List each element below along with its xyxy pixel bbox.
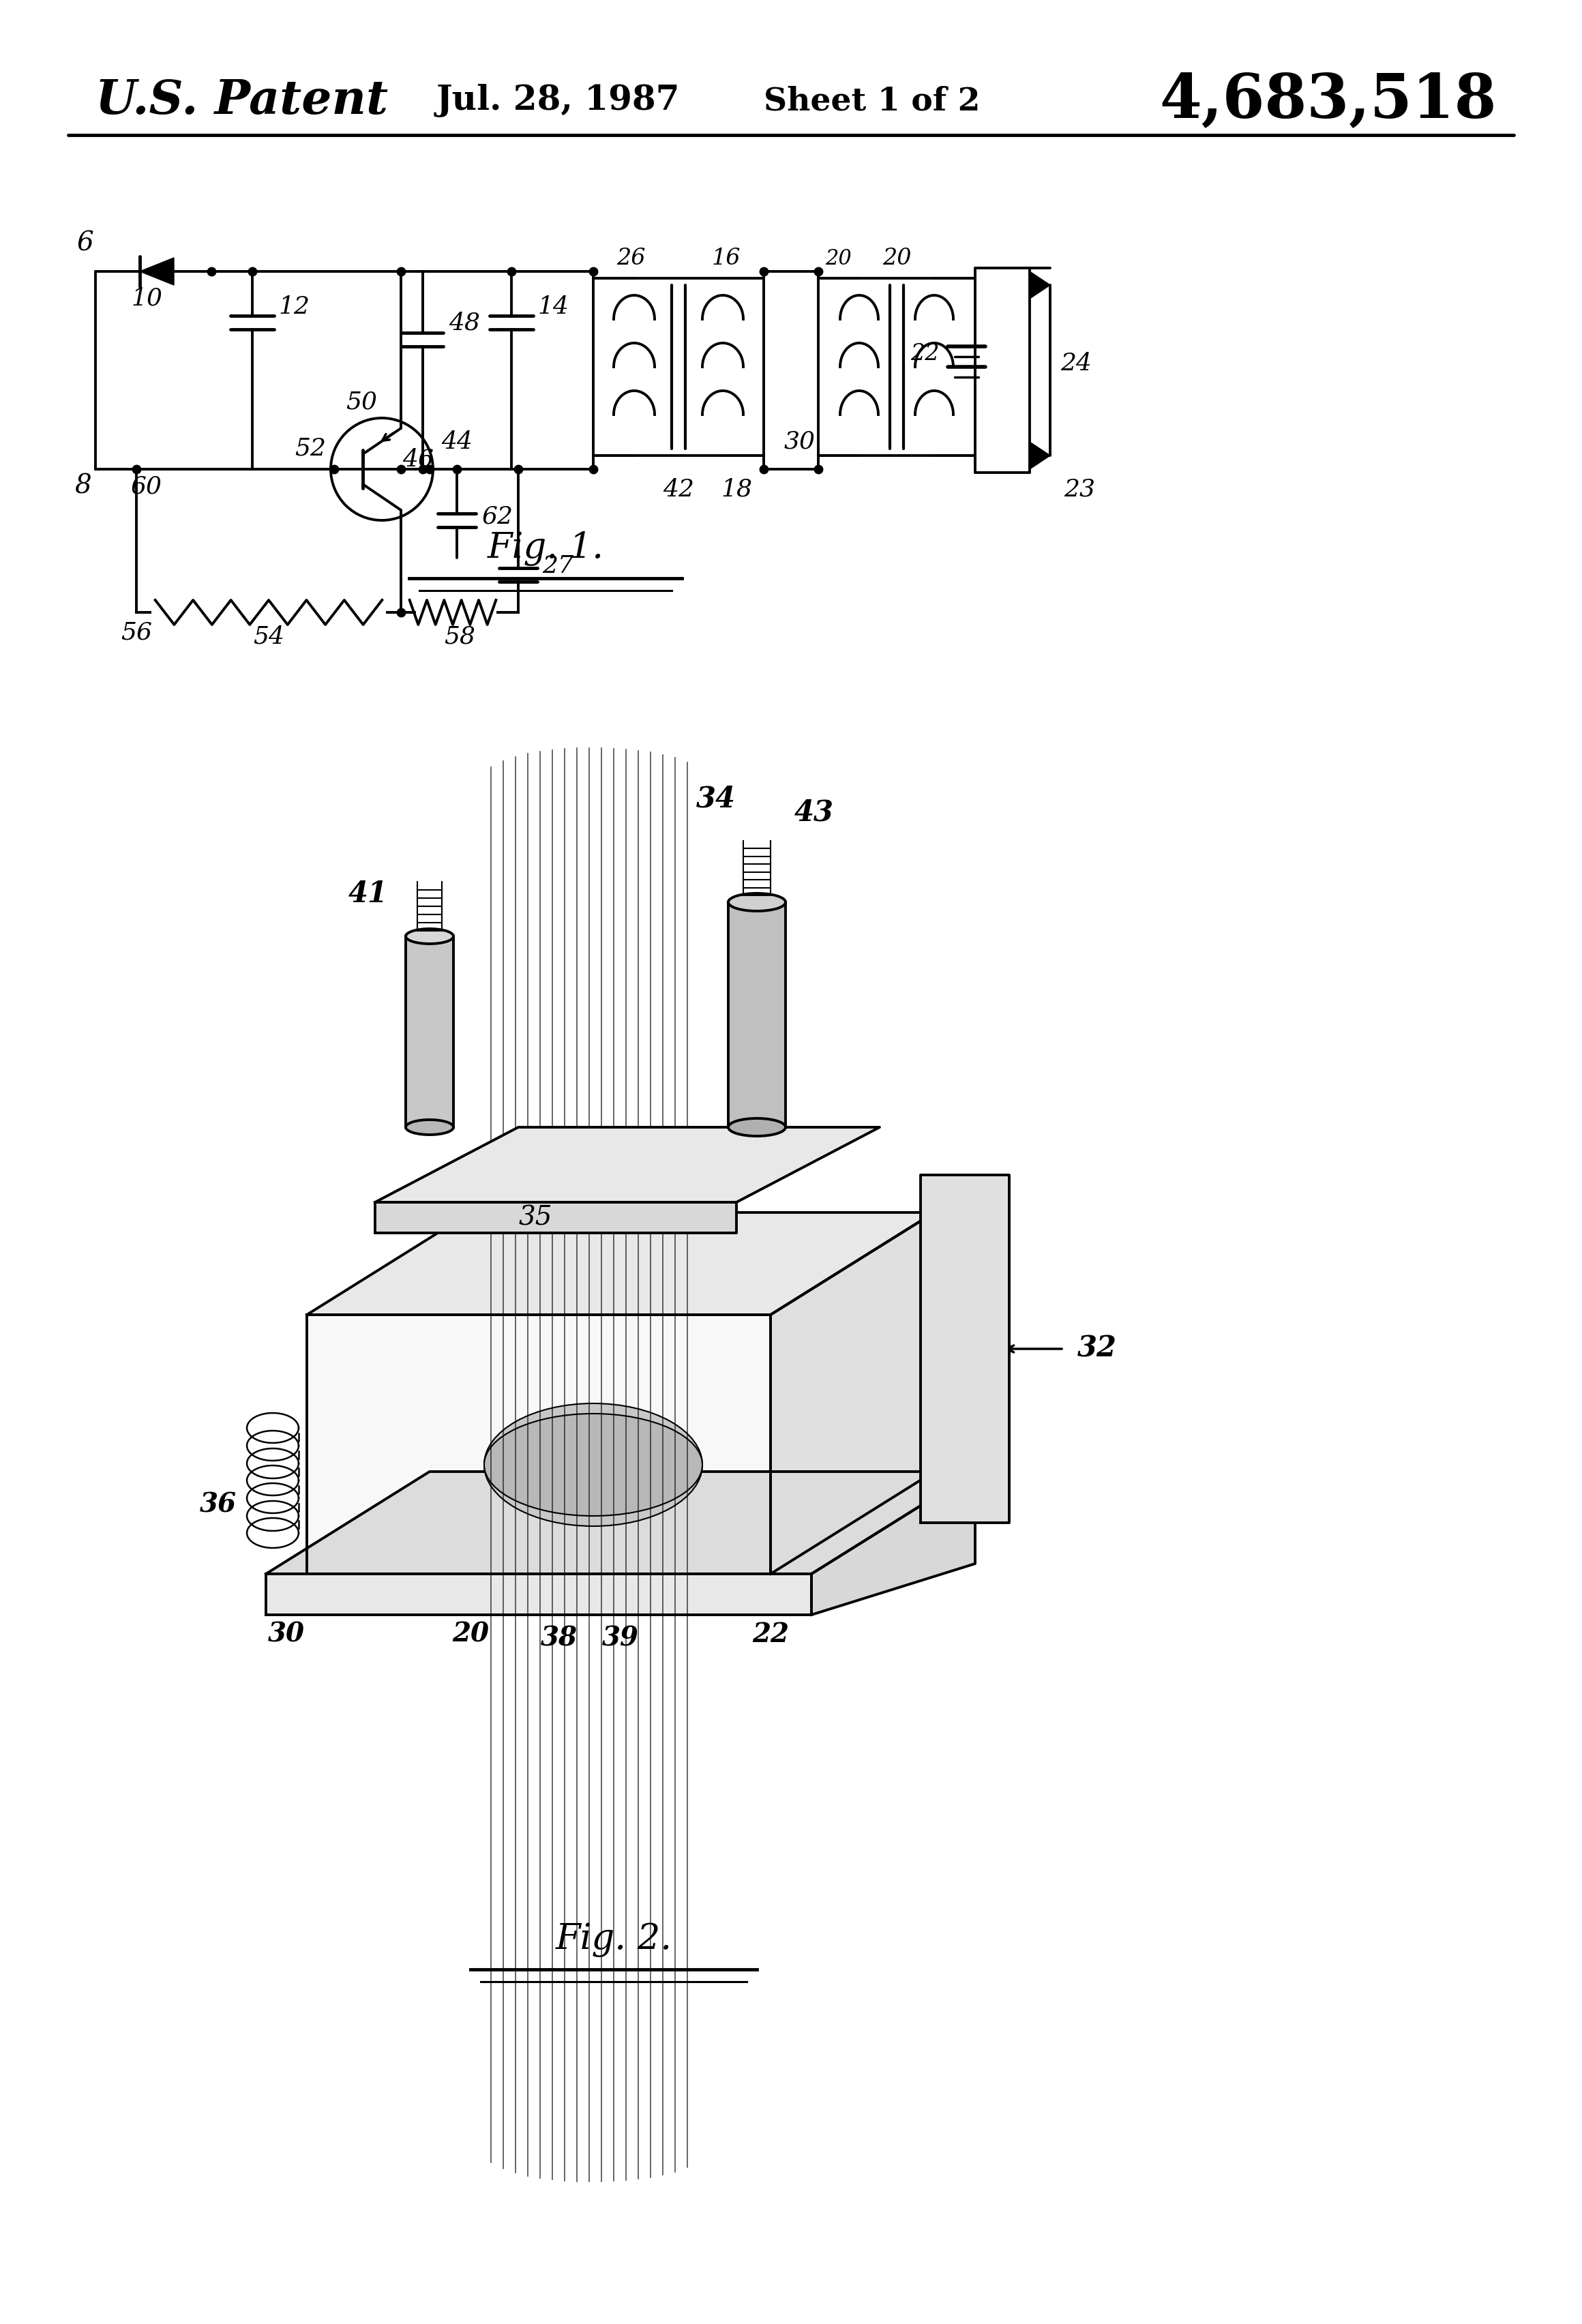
Polygon shape bbox=[307, 1213, 935, 1315]
Polygon shape bbox=[1030, 272, 1050, 300]
Text: 22: 22 bbox=[910, 344, 940, 365]
Ellipse shape bbox=[405, 930, 454, 944]
Text: 20: 20 bbox=[826, 249, 851, 270]
Text: 54: 54 bbox=[253, 625, 285, 648]
Text: 38: 38 bbox=[541, 1624, 577, 1650]
Ellipse shape bbox=[484, 1404, 702, 1527]
Polygon shape bbox=[375, 1127, 880, 1202]
Text: 35: 35 bbox=[519, 1206, 552, 1229]
Polygon shape bbox=[812, 1471, 975, 1615]
Text: 60: 60 bbox=[131, 474, 163, 497]
Polygon shape bbox=[139, 258, 174, 286]
Text: 26: 26 bbox=[617, 249, 645, 270]
Polygon shape bbox=[266, 1471, 975, 1573]
Text: 56: 56 bbox=[120, 621, 152, 644]
Text: 22: 22 bbox=[751, 1622, 789, 1648]
Ellipse shape bbox=[484, 1413, 702, 1515]
Text: 14: 14 bbox=[538, 295, 568, 318]
Bar bbox=[818, 279, 975, 456]
Text: Sheet 1 of 2: Sheet 1 of 2 bbox=[764, 86, 981, 116]
Text: 50: 50 bbox=[346, 390, 377, 414]
Text: 24: 24 bbox=[1060, 351, 1092, 374]
Text: U.S. Patent: U.S. Patent bbox=[95, 79, 388, 123]
Text: 46: 46 bbox=[402, 446, 433, 469]
Text: 23: 23 bbox=[1063, 479, 1095, 502]
Text: 4,683,518: 4,683,518 bbox=[1160, 72, 1497, 130]
Text: 44: 44 bbox=[441, 430, 473, 453]
Text: 58: 58 bbox=[445, 625, 475, 648]
Text: 32: 32 bbox=[1077, 1334, 1117, 1364]
Ellipse shape bbox=[728, 1118, 786, 1136]
Text: 12: 12 bbox=[278, 295, 310, 318]
Text: 39: 39 bbox=[603, 1624, 639, 1650]
Text: 20: 20 bbox=[883, 249, 911, 270]
Text: 41: 41 bbox=[348, 881, 388, 909]
Polygon shape bbox=[266, 1573, 812, 1615]
Text: 62: 62 bbox=[483, 504, 514, 528]
Text: 20: 20 bbox=[452, 1622, 489, 1648]
Text: 48: 48 bbox=[449, 311, 479, 335]
Polygon shape bbox=[1030, 442, 1050, 469]
Text: Fig. 1.: Fig. 1. bbox=[487, 532, 604, 567]
Text: 43: 43 bbox=[794, 797, 834, 827]
Polygon shape bbox=[375, 1202, 737, 1234]
Polygon shape bbox=[770, 1213, 935, 1573]
Ellipse shape bbox=[405, 1120, 454, 1134]
Text: 6: 6 bbox=[78, 230, 93, 256]
Text: 16: 16 bbox=[712, 249, 740, 270]
Text: Jul. 28, 1987: Jul. 28, 1987 bbox=[437, 84, 680, 119]
Text: 8: 8 bbox=[74, 474, 92, 497]
Text: 36: 36 bbox=[199, 1492, 237, 1518]
Text: 27: 27 bbox=[543, 555, 573, 579]
Text: 52: 52 bbox=[294, 437, 326, 460]
Text: 30: 30 bbox=[267, 1622, 305, 1648]
Polygon shape bbox=[405, 937, 454, 1127]
Text: 34: 34 bbox=[696, 783, 736, 813]
Text: 10: 10 bbox=[131, 288, 163, 311]
Polygon shape bbox=[307, 1315, 770, 1573]
Polygon shape bbox=[921, 1176, 1009, 1522]
Polygon shape bbox=[728, 902, 786, 1127]
Text: Fig. 2.: Fig. 2. bbox=[555, 1922, 672, 1957]
Text: 18: 18 bbox=[721, 479, 751, 502]
Text: 30: 30 bbox=[785, 430, 816, 453]
Bar bbox=[593, 279, 764, 456]
Ellipse shape bbox=[728, 892, 786, 911]
Text: 42: 42 bbox=[663, 479, 694, 502]
